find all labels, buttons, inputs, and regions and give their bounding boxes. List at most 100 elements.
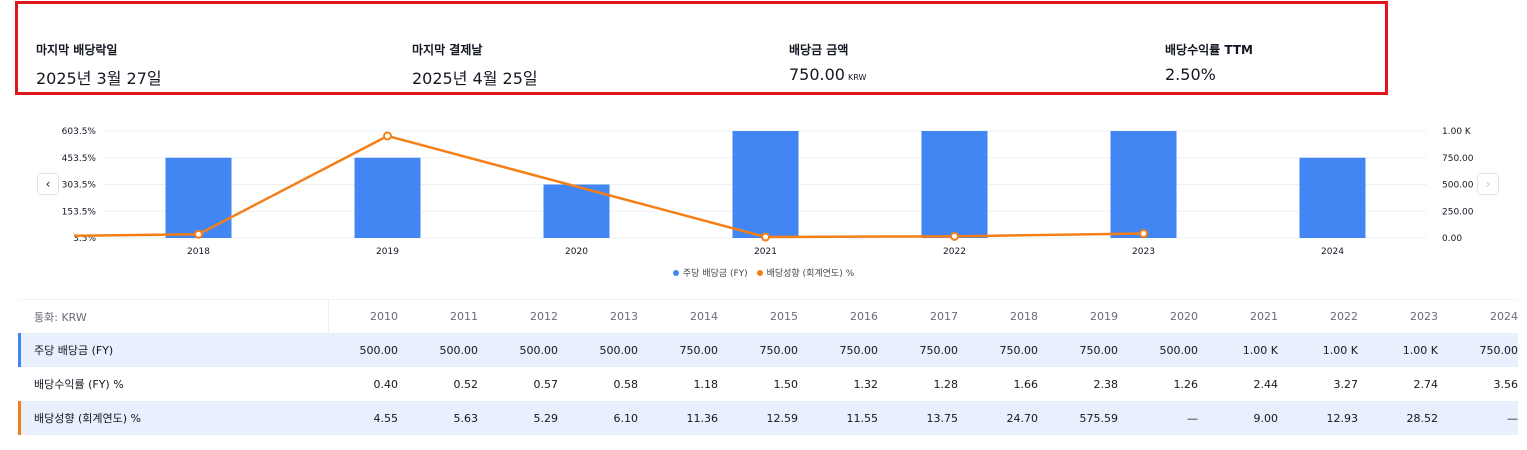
table-cell: 28.52	[1406, 411, 1439, 425]
table-cell: 1.66	[1013, 377, 1039, 391]
summary-currency-unit: KRW	[847, 73, 867, 82]
point-payout-2018	[194, 229, 203, 239]
x-axis-tick-label: 2024	[1321, 247, 1344, 257]
table-cell: 1.00 K	[1242, 343, 1278, 357]
table-cell: 750.00	[679, 343, 719, 357]
table-cell: 1.00 K	[1402, 343, 1438, 357]
x-axis-tick-label: 2021	[754, 247, 777, 257]
bar-dps-2022	[921, 131, 988, 238]
table-cell: 500.00	[519, 343, 559, 357]
summary-yield-ttm: 배당수익률 TTM 2.50%	[1165, 41, 1253, 84]
bar-dps-2024	[1299, 157, 1366, 238]
right-axis-tick-label: 1.00 K	[1442, 127, 1472, 137]
row-label: 배당수익률 (FY) %	[34, 378, 124, 391]
x-axis-tick-label: 2022	[943, 247, 966, 257]
point-payout-2023	[1139, 229, 1148, 239]
year-header-cell: 2010	[370, 310, 398, 323]
table-cell: 750.00	[1079, 343, 1119, 357]
year-header-cell: 2012	[530, 310, 558, 323]
table-cell: 24.70	[1006, 411, 1039, 425]
summary-payment-date: 마지막 결제날 2025년 4월 25일	[412, 41, 538, 89]
chart-legend: 주당 배당금 (FY) 배당성향 (회계연도) %	[0, 266, 1527, 279]
year-header-cell: 2013	[610, 310, 638, 323]
summary-label: 배당수익률 TTM	[1165, 43, 1253, 57]
left-axis-tick-label: 303.5%	[62, 181, 97, 191]
year-header-cell: 2023	[1410, 310, 1438, 323]
summary-ex-date: 마지막 배당락일 2025년 3월 27일	[36, 41, 162, 89]
table-cell: 575.59	[1079, 411, 1119, 425]
year-header-cell: 2011	[450, 310, 478, 323]
summary-value: 2.50%	[1165, 65, 1216, 84]
year-header-cell: 2015	[770, 310, 798, 323]
right-axis-tick-label: 500.00	[1442, 181, 1474, 191]
left-axis-tick-label: 603.5%	[62, 127, 97, 137]
year-header-cell: 2021	[1250, 310, 1278, 323]
chart-next-button[interactable]: ›	[1477, 173, 1499, 195]
table-cell: 5.29	[533, 411, 559, 425]
table-cell: 750.00	[999, 343, 1039, 357]
table-cell: 0.40	[373, 377, 399, 391]
legend-item-dps[interactable]: 주당 배당금 (FY)	[672, 266, 748, 279]
summary-label: 배당금 금액	[789, 43, 849, 57]
column-divider	[328, 300, 329, 334]
bar-dps-2019	[354, 157, 421, 238]
summary-amount-value: 750.00	[789, 65, 845, 84]
chart-canvas: 603.5% 1.00 K 453.5% 750.00 303.5% 500.00 153.…	[62, 127, 1474, 257]
chevron-left-icon: ‹	[45, 177, 51, 191]
table-cell: 1.26	[1173, 377, 1199, 391]
bar-dps-2021	[732, 131, 799, 238]
table-cell: 1.00 K	[1322, 343, 1358, 357]
year-header-cell: 2018	[1010, 310, 1038, 323]
chart-prev-button[interactable]: ‹	[37, 173, 59, 195]
table-cell: 750.00	[919, 343, 959, 357]
x-axis-tick-label: 2023	[1132, 247, 1155, 257]
table-cell: 6.10	[613, 411, 639, 425]
table-cell: 2.44	[1253, 377, 1279, 391]
year-header-cell: 2020	[1170, 310, 1198, 323]
table-cell: 0.58	[613, 377, 639, 391]
row-accent-bar	[18, 401, 21, 435]
table-cell: 1.32	[853, 377, 879, 391]
table-cell: 750.00	[839, 343, 879, 357]
point-payout-2022	[950, 231, 959, 241]
table-cell: 500.00	[599, 343, 639, 357]
table-cell: 9.00	[1253, 411, 1279, 425]
right-axis-tick-label: 250.00	[1442, 207, 1474, 217]
chevron-right-icon: ›	[1485, 177, 1491, 191]
table-cell: 500.00	[1159, 343, 1199, 357]
table-cell: 750.00	[759, 343, 799, 357]
legend-item-payout[interactable]: 배당성향 (회계연도) %	[756, 266, 854, 279]
dividend-chart: 603.5% 1.00 K 453.5% 750.00 303.5% 500.00 153.…	[0, 118, 1527, 288]
table-header-row: 통화: KRW 2010 2011 2012 2013 2014 2015 2016 2017…	[18, 299, 1518, 334]
table-cell: 2.74	[1413, 377, 1439, 391]
line-payout-ratio	[73, 134, 1144, 239]
year-header-cell: 2019	[1090, 310, 1118, 323]
table-cell: 1.50	[773, 377, 799, 391]
right-axis-tick-label: 0.00	[1442, 234, 1462, 244]
table-row: 주당 배당금 (FY) 500.00 500.00 500.00 500.00 750.…	[18, 333, 1518, 367]
row-label: 배당성향 (회계연도) %	[34, 412, 141, 425]
table-cell: 4.55	[373, 411, 399, 425]
table-cell: —	[1507, 411, 1518, 425]
table-cell: 0.52	[453, 377, 479, 391]
table-cell: 11.55	[846, 411, 879, 425]
legend-dot-icon	[672, 269, 679, 276]
point-payout-2019	[383, 131, 392, 141]
bar-dps-2023	[1110, 131, 1177, 238]
table-cell: 1.18	[693, 377, 719, 391]
x-axis-tick-label: 2019	[376, 247, 399, 257]
table-cell: 13.75	[926, 411, 959, 425]
table-row: 배당수익률 (FY) % 0.40 0.52 0.57 0.58 1.18 1.50 1.3…	[18, 367, 1518, 401]
point-payout-2021	[761, 232, 770, 242]
table-cell: 750.00	[1479, 343, 1519, 357]
table-row: 배당성향 (회계연도) % 4.55 5.63 5.29 6.10 11.36 12.59…	[18, 401, 1518, 435]
table-cell: 500.00	[439, 343, 479, 357]
row-label: 주당 배당금 (FY)	[34, 344, 114, 357]
year-header-cell: 2022	[1330, 310, 1358, 323]
table-cell: 3.56	[1493, 377, 1519, 391]
year-header-cell: 2017	[930, 310, 958, 323]
summary-label: 마지막 결제날	[412, 43, 483, 57]
left-axis-tick-label: 153.5%	[62, 207, 97, 217]
bar-dps-2018	[165, 157, 232, 238]
table-cell: 500.00	[359, 343, 399, 357]
